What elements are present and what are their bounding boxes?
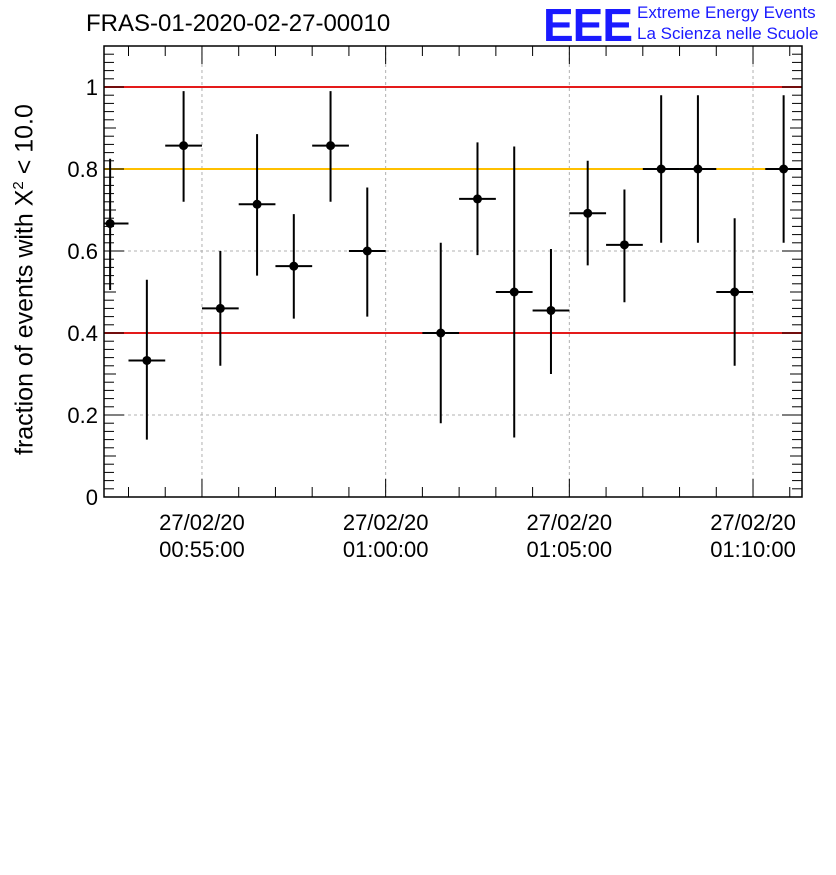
y-tick-label: 0.4 [67,321,98,346]
data-point [436,328,446,338]
x-tick-label-date: 27/02/20 [527,510,613,535]
y-tick-label: 0.2 [67,403,98,428]
data-point [105,219,115,229]
data-point [179,141,189,151]
data-point [693,164,703,174]
x-tick-label-date: 27/02/20 [710,510,796,535]
data-point [546,305,556,315]
x-tick-label-time: 01:05:00 [527,537,613,562]
y-tick-label: 0 [86,485,98,510]
logo-subtitle-line1: Extreme Energy Events [637,3,816,22]
y-tick-label: 0.8 [67,157,98,182]
data-point [289,261,299,271]
eee-logo: EEE [543,0,633,51]
y-tick-label: 1 [86,75,98,100]
chart-canvas: 00.20.40.60.8127/02/2000:55:0027/02/2001… [67,45,803,562]
data-point [619,240,629,250]
x-tick-label-time: 01:00:00 [343,537,429,562]
y-tick-label: 0.6 [67,239,98,264]
data-point [252,199,262,209]
data-point [326,141,336,151]
data-point [509,287,519,297]
data-point [656,164,666,174]
x-tick-label-date: 27/02/20 [343,510,429,535]
data-point [215,303,225,313]
data-point [583,208,593,218]
data-point [362,246,372,256]
data-point [730,287,740,297]
x-tick-label-time: 00:55:00 [159,537,245,562]
logo-subtitle-line2: La Scienza nelle Scuole [637,24,819,43]
x-tick-label-date: 27/02/20 [159,510,245,535]
plot-frame [103,45,803,498]
x-tick-label-time: 01:10:00 [710,537,796,562]
data-point [142,355,152,365]
data-point [779,164,789,174]
chart-title: FRAS-01-2020-02-27-00010 [86,10,391,37]
data-point [472,194,482,204]
